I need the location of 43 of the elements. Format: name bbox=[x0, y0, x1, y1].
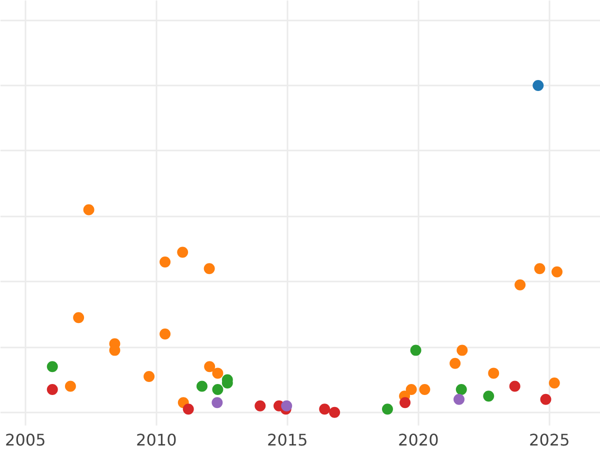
point bbox=[456, 344, 468, 356]
point bbox=[182, 404, 194, 415]
point bbox=[83, 204, 94, 216]
x-tick-label: 2015 bbox=[267, 430, 308, 450]
point bbox=[64, 380, 76, 392]
point bbox=[212, 384, 224, 396]
point bbox=[46, 384, 58, 396]
point bbox=[382, 404, 393, 415]
point bbox=[552, 266, 563, 278]
x-tick-label: 2005 bbox=[5, 430, 46, 450]
point bbox=[419, 384, 430, 396]
point bbox=[212, 397, 223, 408]
point bbox=[400, 397, 411, 408]
point bbox=[196, 380, 208, 392]
point bbox=[177, 246, 188, 258]
point bbox=[204, 263, 215, 274]
point bbox=[319, 404, 330, 415]
x-tick-label: 2025 bbox=[529, 430, 570, 450]
point bbox=[254, 400, 266, 412]
point bbox=[329, 406, 340, 418]
x-tick-label: 2020 bbox=[398, 430, 439, 450]
point bbox=[73, 312, 84, 324]
point bbox=[204, 361, 216, 372]
point bbox=[548, 378, 560, 388]
point bbox=[483, 390, 494, 402]
x-tick-label: 2010 bbox=[136, 430, 177, 450]
point bbox=[212, 368, 224, 379]
point bbox=[450, 358, 461, 369]
point bbox=[534, 263, 546, 274]
point bbox=[532, 80, 544, 91]
point bbox=[456, 384, 467, 396]
point bbox=[406, 384, 417, 396]
point bbox=[540, 394, 552, 405]
point bbox=[488, 368, 500, 379]
point bbox=[46, 361, 58, 372]
point bbox=[514, 279, 526, 290]
point bbox=[144, 370, 155, 382]
point bbox=[410, 344, 422, 356]
point bbox=[454, 394, 465, 405]
point bbox=[160, 328, 171, 340]
point bbox=[281, 400, 292, 412]
point bbox=[160, 256, 171, 268]
point bbox=[509, 380, 520, 392]
